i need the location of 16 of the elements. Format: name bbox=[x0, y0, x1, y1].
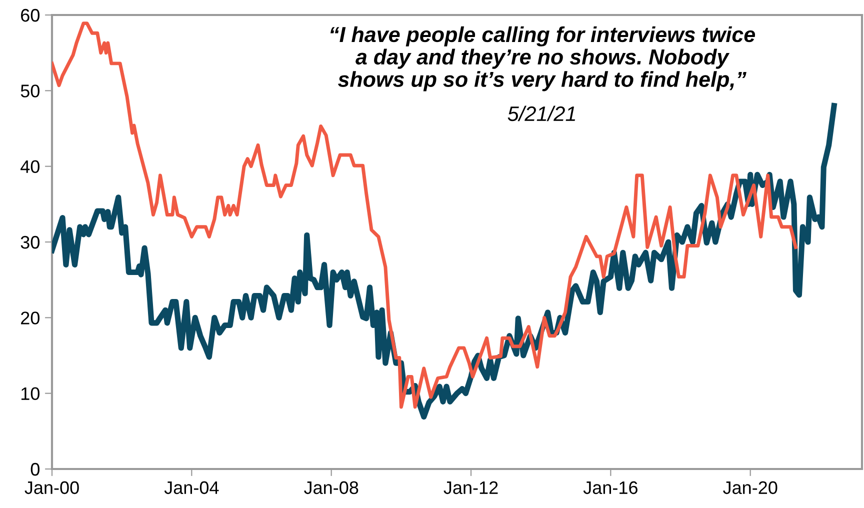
x-tick-label: Jan-00 bbox=[24, 481, 79, 494]
line-series bbox=[52, 22, 798, 409]
x-tick-label: Jan-20 bbox=[723, 481, 778, 494]
y-tick-label: 50 bbox=[20, 84, 40, 98]
y-tick-label: 40 bbox=[20, 160, 40, 174]
y-tick-label: 20 bbox=[21, 312, 40, 324]
y-tick-label: 30 bbox=[20, 236, 40, 249]
x-tick-label: Jan-08 bbox=[304, 481, 358, 494]
y-tick-label: 10 bbox=[21, 387, 40, 400]
y-tick-label: 0 bbox=[30, 462, 40, 476]
x-tick-label: Jan-12 bbox=[444, 481, 498, 494]
x-tick-label: Jan-04 bbox=[164, 481, 219, 494]
x-tick-label: Jan-16 bbox=[583, 481, 638, 494]
annotation: “I have people calling for interviews twice a day and they’re no shows. Nobody shows up so it’s very hard to find help,” bbox=[330, 26, 756, 92]
y-tick-label: 60 bbox=[21, 8, 40, 22]
annotation: 5/21/21 bbox=[508, 106, 576, 122]
